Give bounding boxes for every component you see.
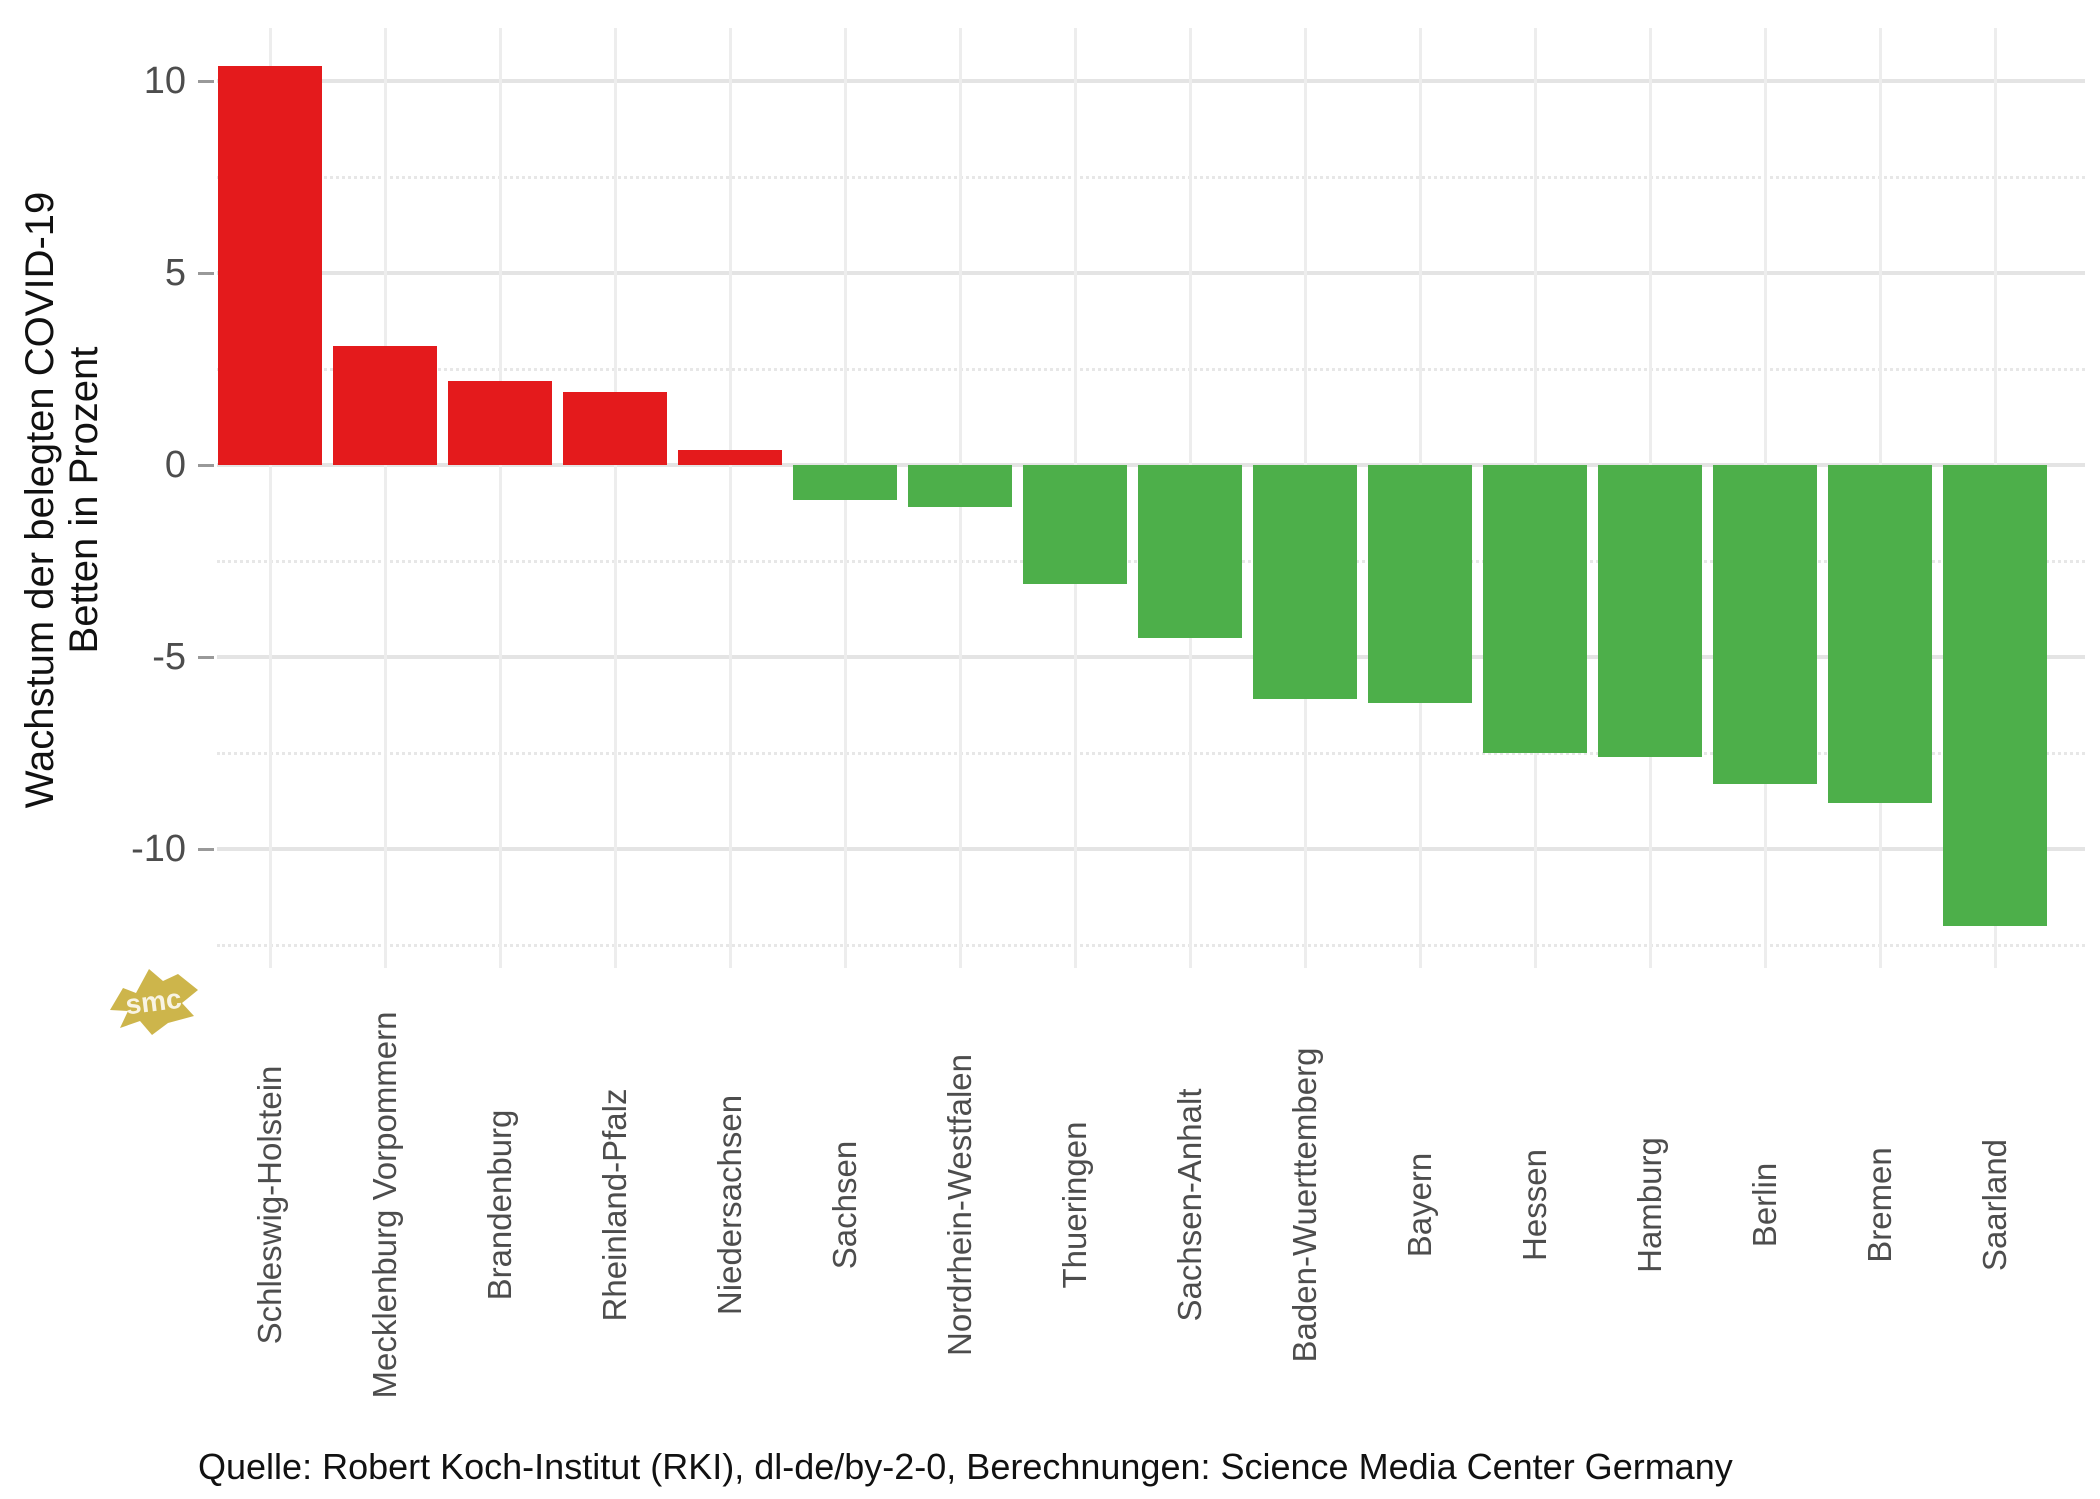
gridline-major--5 [217, 655, 2085, 659]
gridline-minor-2.5 [217, 368, 2085, 371]
x-label-thueringen: Thueringen [1056, 1121, 1093, 1289]
y-tick-mark--5 [198, 656, 214, 659]
y-tick-mark-10 [198, 80, 214, 83]
gridline-vertical-2 [499, 28, 502, 968]
bar-hamburg [1598, 465, 1702, 757]
x-label-mecklenburg-vorpommern: Mecklenburg Vorpommern [366, 1011, 403, 1399]
source-attribution: Quelle: Robert Koch-Institut (RKI), dl-d… [198, 1446, 1733, 1487]
x-label-hamburg: Hamburg [1631, 1137, 1668, 1273]
x-label-niedersachsen: Niedersachsen [711, 1094, 748, 1316]
bar-thueringen [1023, 465, 1127, 585]
bar-mecklenburg-vorpommern [333, 345, 437, 465]
x-label-nordrhein-westfalen: Nordrhein-Westfalen [941, 1053, 978, 1357]
y-tick-label-0: 0 [164, 444, 186, 486]
x-label-schleswig-holstein: Schleswig-Holstein [251, 1065, 288, 1345]
gridline-vertical-0 [269, 28, 272, 968]
bar-bayern [1368, 465, 1472, 704]
bar-baden-wuerttemberg [1253, 465, 1357, 700]
bar-niedersachsen [678, 449, 782, 465]
bar-rheinland-pfalz [563, 392, 667, 465]
y-tick-mark-5 [198, 272, 214, 275]
y-tick-label-10: 10 [143, 60, 186, 102]
x-label-sachsen: Sachsen [826, 1140, 863, 1270]
bar-hessen [1483, 465, 1587, 753]
bar-sachsen-anhalt [1138, 465, 1242, 638]
y-tick-label--5: -5 [152, 636, 186, 678]
smc-logo: smc [110, 969, 198, 1035]
x-label-brandenburg: Brandenburg [481, 1109, 518, 1301]
y-tick-mark--10 [198, 848, 214, 851]
x-label-baden-wuerttemberg: Baden-Wuerttemberg [1286, 1047, 1323, 1363]
smc-logo-text: smc [124, 983, 183, 1021]
gridline-minor--7.5 [217, 752, 2085, 755]
bar-saarland [1943, 465, 2047, 926]
gridline-major-5 [217, 271, 2085, 275]
gridline-vertical-3 [614, 28, 617, 968]
y-tick-mark-0 [198, 464, 214, 467]
bar-sachsen [793, 465, 897, 500]
x-label-bremen: Bremen [1861, 1147, 1898, 1263]
y-tick-label--10: -10 [131, 828, 186, 870]
bar-schleswig-holstein [218, 65, 322, 465]
gridline-major-10 [217, 79, 2085, 83]
smc-logo-star-shape [110, 969, 198, 1035]
gridline-vertical-1 [384, 28, 387, 968]
y-tick-label-5: 5 [164, 252, 186, 294]
x-label-sachsen-anhalt: Sachsen-Anhalt [1171, 1088, 1208, 1322]
gridline-vertical-4 [729, 28, 732, 968]
x-label-hessen: Hessen [1516, 1149, 1553, 1261]
bar-bremen [1828, 465, 1932, 803]
x-label-bayern: Bayern [1401, 1152, 1438, 1258]
bar-berlin [1713, 465, 1817, 784]
bar-brandenburg [448, 380, 552, 465]
gridline-major--10 [217, 847, 2085, 851]
x-label-berlin: Berlin [1746, 1162, 1783, 1248]
bar-nordrhein-westfalen [908, 465, 1012, 508]
x-label-rheinland-pfalz: Rheinland-Pfalz [596, 1088, 633, 1322]
x-label-saarland: Saarland [1976, 1138, 2013, 1272]
gridline-minor--12.5 [217, 944, 2085, 947]
gridline-minor-7.5 [217, 176, 2085, 179]
